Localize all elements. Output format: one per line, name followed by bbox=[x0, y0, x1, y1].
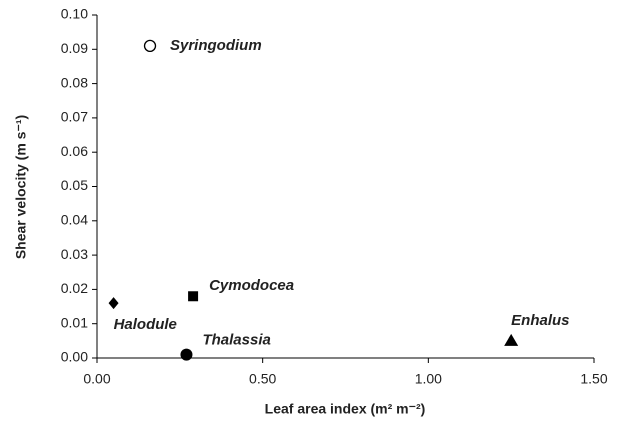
point-label: Halodule bbox=[114, 316, 177, 333]
point bbox=[108, 297, 119, 310]
y-axis-label: Shear velocity (m s⁻¹) bbox=[13, 115, 29, 259]
y-tick-label: 0.08 bbox=[61, 74, 88, 90]
x-tick-label: 1.00 bbox=[415, 371, 442, 387]
point bbox=[504, 333, 519, 346]
x-axis-label: Leaf area index (m² m⁻²) bbox=[265, 401, 426, 417]
x-tick-label: 1.50 bbox=[580, 371, 607, 387]
y-tick-label: 0.00 bbox=[61, 349, 88, 365]
x-tick-label: 0.50 bbox=[249, 371, 276, 387]
point-label: Enhalus bbox=[511, 312, 569, 329]
y-tick-label: 0.04 bbox=[61, 212, 88, 228]
point-label: Thalassia bbox=[202, 332, 270, 349]
y-tick-label: 0.09 bbox=[61, 40, 88, 56]
y-tick-label: 0.07 bbox=[61, 109, 88, 125]
point bbox=[188, 291, 199, 302]
y-tick-label: 0.06 bbox=[61, 143, 88, 159]
y-tick-label: 0.03 bbox=[61, 246, 88, 262]
x-tick-label: 0.00 bbox=[83, 371, 110, 387]
y-tick-label: 0.10 bbox=[61, 6, 88, 22]
y-tick-label: 0.05 bbox=[61, 177, 88, 193]
y-tick-label: 0.02 bbox=[61, 280, 88, 296]
point bbox=[143, 39, 157, 53]
point-label: Cymodocea bbox=[209, 277, 294, 294]
y-tick-label: 0.01 bbox=[61, 314, 88, 330]
point-label: Syringodium bbox=[170, 37, 262, 54]
point bbox=[180, 348, 193, 361]
